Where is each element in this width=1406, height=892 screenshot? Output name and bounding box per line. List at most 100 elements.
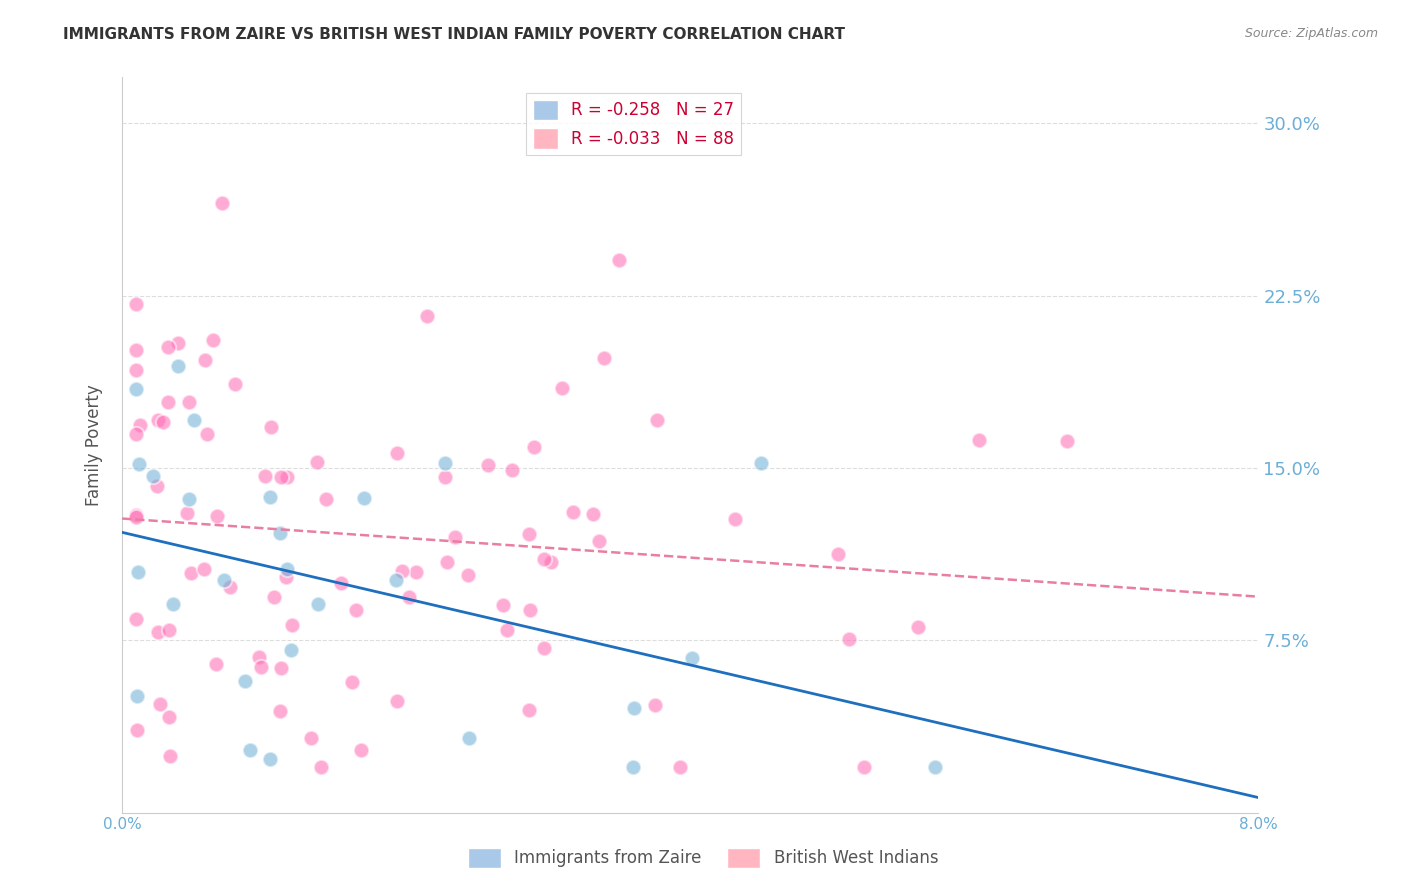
Point (681, 651, 703, 665)
Point (551, 381, 574, 395)
Point (492, 599, 515, 613)
Point (387, 445, 409, 459)
Point (436, 555, 458, 569)
Point (305, 455, 328, 469)
Point (125, 382, 148, 396)
Point (146, 479, 169, 493)
Point (350, 743, 373, 757)
Point (280, 643, 302, 657)
Point (259, 490, 281, 504)
Point (166, 359, 188, 374)
Point (588, 533, 610, 548)
Point (967, 433, 990, 447)
Point (233, 673, 256, 688)
Legend: R = -0.258   N = 27, R = -0.033   N = 88: R = -0.258 N = 27, R = -0.033 N = 88 (526, 93, 741, 155)
Point (152, 415, 174, 429)
Point (340, 675, 363, 690)
Point (517, 703, 540, 717)
Point (263, 590, 285, 604)
Point (623, 701, 645, 715)
Point (211, 196, 233, 211)
Point (501, 462, 523, 476)
Point (329, 576, 352, 591)
Point (749, 456, 772, 470)
Point (239, 742, 262, 756)
Point (405, 565, 427, 579)
Point (180, 566, 202, 580)
Point (827, 547, 849, 561)
Point (125, 510, 148, 524)
Point (269, 704, 291, 718)
Point (1056, 434, 1078, 448)
Point (157, 623, 180, 637)
Point (128, 457, 150, 471)
Point (162, 597, 184, 611)
Point (157, 710, 180, 724)
Point (353, 491, 375, 506)
Point (645, 413, 668, 427)
Point (276, 469, 298, 483)
Point (496, 623, 519, 637)
Point (125, 343, 148, 357)
Point (157, 341, 180, 355)
Point (270, 470, 292, 484)
Point (125, 612, 148, 626)
Point (141, 468, 163, 483)
Point (146, 413, 169, 427)
Point (907, 620, 929, 634)
Point (607, 252, 630, 267)
Point (125, 362, 148, 376)
Point (415, 309, 437, 323)
Point (593, 351, 616, 365)
Point (177, 394, 200, 409)
Point (477, 458, 499, 472)
Point (398, 590, 420, 604)
Point (250, 659, 273, 673)
Point (281, 617, 304, 632)
Point (582, 507, 605, 521)
Point (533, 552, 555, 566)
Point (434, 469, 457, 483)
Point (205, 508, 228, 523)
Point (253, 469, 276, 483)
Point (202, 333, 225, 347)
Point (195, 427, 218, 442)
Point (457, 567, 479, 582)
Point (125, 689, 148, 703)
Point (177, 491, 200, 506)
Point (125, 508, 148, 522)
Point (344, 603, 367, 617)
Point (838, 632, 860, 647)
Point (260, 419, 283, 434)
Point (315, 492, 337, 507)
Point (157, 395, 180, 409)
Point (523, 440, 546, 454)
Point (276, 562, 298, 576)
Point (540, 556, 562, 570)
Point (218, 580, 240, 594)
Point (621, 759, 644, 773)
Point (724, 512, 747, 526)
Point (458, 731, 481, 746)
Point (269, 526, 291, 541)
Point (391, 564, 413, 578)
Point (385, 574, 408, 588)
Point (159, 749, 181, 764)
Text: IMMIGRANTS FROM ZAIRE VS BRITISH WEST INDIAN FAMILY POVERTY CORRELATION CHART: IMMIGRANTS FROM ZAIRE VS BRITISH WEST IN… (63, 27, 845, 42)
Point (644, 698, 666, 713)
Point (274, 569, 297, 583)
Point (193, 562, 215, 576)
Point (852, 759, 875, 773)
Point (212, 574, 235, 588)
Point (444, 530, 467, 544)
Point (183, 413, 205, 427)
Point (299, 731, 322, 746)
Point (194, 353, 217, 368)
Point (125, 297, 148, 311)
Point (259, 752, 281, 766)
Point (307, 597, 329, 611)
Point (669, 759, 692, 773)
Text: Source: ZipAtlas.com: Source: ZipAtlas.com (1244, 27, 1378, 40)
Point (433, 456, 456, 470)
Point (176, 506, 198, 520)
